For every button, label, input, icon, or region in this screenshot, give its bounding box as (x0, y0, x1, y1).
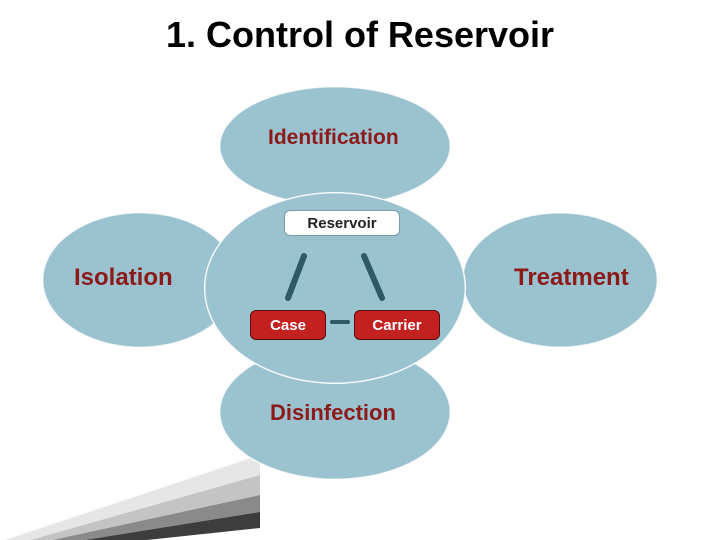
case-box: Case (250, 310, 326, 340)
reservoir-box: Reservoir (284, 210, 400, 236)
diagram-stage: 1. Control of Reservoir Reservoir Case C… (0, 0, 720, 540)
sweep-band-2 (0, 495, 260, 540)
sweep-band-1 (0, 512, 260, 540)
label-treatment: Treatment (514, 264, 629, 292)
label-disinfection: Disinfection (270, 400, 396, 426)
label-identification: Identification (268, 126, 399, 150)
sweep-band-3 (0, 475, 260, 540)
carrier-box: Carrier (354, 310, 440, 340)
label-isolation: Isolation (74, 264, 173, 292)
page-title: 1. Control of Reservoir (0, 14, 720, 56)
sweep-band-4 (0, 455, 260, 540)
